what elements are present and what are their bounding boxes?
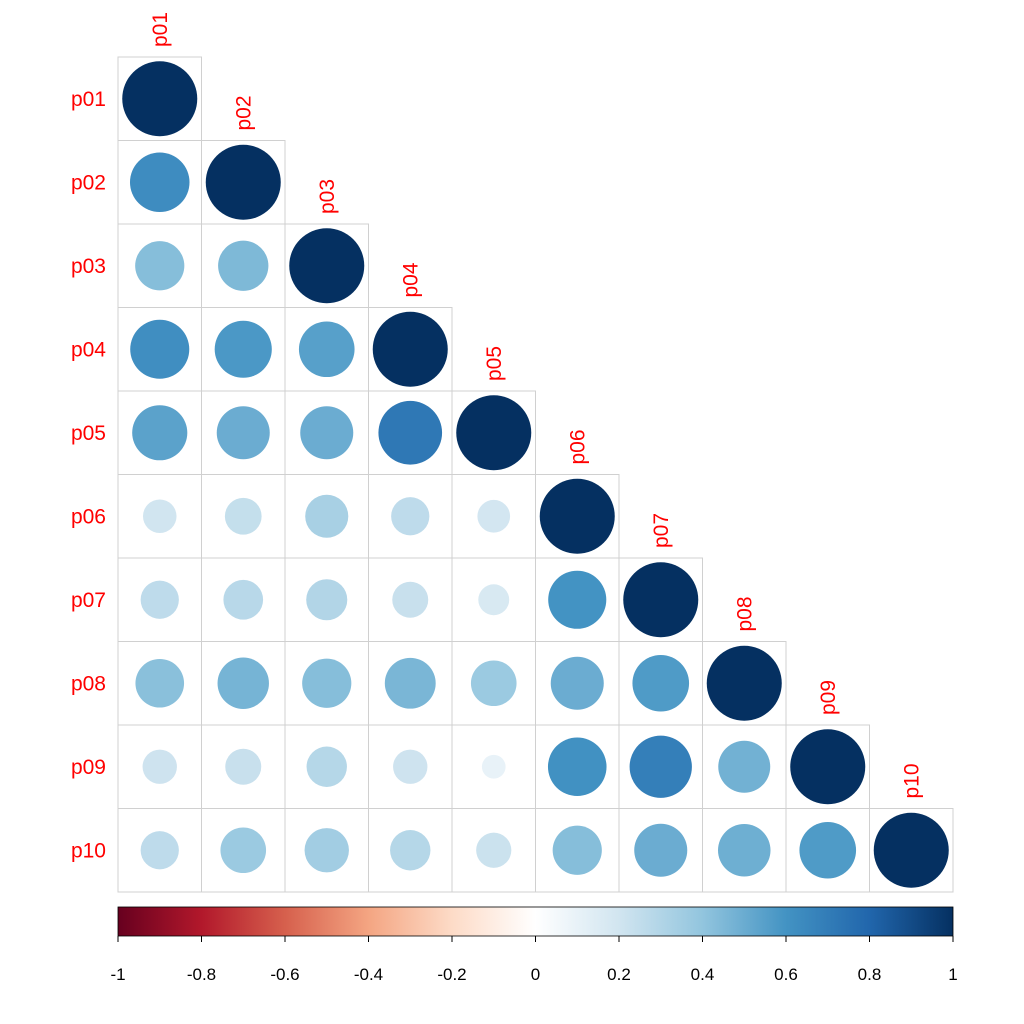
correlation-circle-p09-p09 (790, 729, 866, 805)
correlation-circle-p04-p01 (130, 319, 190, 379)
row-label-p03: p03 (71, 255, 106, 278)
correlation-circle-p09-p04 (393, 749, 428, 784)
correlation-circle-p01-p01 (122, 61, 198, 137)
colorbar: -1 -0.8 -0.6 -0.4 -0.2 0 0.2 0.4 0.6 0.8 1 (110, 906, 958, 984)
row-label-p08: p08 (71, 672, 106, 695)
row-label-p09: p09 (71, 756, 106, 779)
colorbar-tick-label: -0.8 (187, 965, 216, 984)
grid-cell (284, 724, 369, 809)
colorbar-tick-label: 0.4 (691, 965, 715, 984)
colorbar-tick-label: 1 (948, 965, 957, 984)
correlation-circle-p08-p06 (550, 656, 604, 710)
correlation-circle-p06-p01 (142, 499, 177, 534)
correlation-circle-p07-p07 (623, 562, 699, 638)
correlation-circle-p08-p08 (706, 645, 782, 721)
correlation-circle-p09-p05 (481, 754, 506, 779)
column-label-p01: p01 (149, 12, 172, 47)
correlation-circle-p10-p03 (304, 828, 349, 873)
correlation-circle-p02-p01 (129, 152, 190, 213)
correlation-circle-p10-p08 (718, 824, 771, 877)
correlation-circle-p09-p02 (225, 748, 262, 785)
correlation-circle-p03-p01 (135, 241, 185, 291)
row-label-p05: p05 (71, 422, 106, 445)
column-label-p08: p08 (733, 596, 756, 631)
correlation-circle-p07-p04 (392, 581, 429, 618)
correlation-circle-p06-p03 (305, 494, 349, 538)
correlation-circle-p05-p05 (456, 395, 532, 471)
correlation-circle-p05-p04 (378, 400, 443, 465)
correlation-circle-p05-p02 (216, 406, 270, 460)
correlation-circle-p04-p04 (372, 311, 448, 387)
correlation-circle-p10-p06 (552, 825, 602, 875)
correlation-circles (122, 61, 949, 888)
colorbar-tick-label: -1 (110, 965, 125, 984)
column-label-p03: p03 (316, 179, 339, 214)
colorbar-tick-label: -0.4 (354, 965, 383, 984)
correlation-circle-p06-p06 (539, 478, 615, 554)
colorbar-tick-label: -0.2 (437, 965, 466, 984)
correlation-circle-p08-p02 (217, 657, 269, 709)
correlation-circle-p08-p03 (302, 658, 352, 708)
colorbar-gradient (117, 906, 954, 937)
column-label-p10: p10 (900, 763, 923, 798)
row-label-p06: p06 (71, 505, 106, 528)
correlation-circle-p04-p03 (298, 321, 355, 378)
correlation-circle-p04-p02 (214, 320, 272, 378)
correlation-circle-p07-p06 (548, 570, 607, 629)
row-label-p01: p01 (71, 88, 106, 111)
correlation-circle-p02-p02 (205, 144, 281, 220)
correlation-circle-p10-p04 (390, 830, 431, 871)
column-label-p05: p05 (483, 346, 506, 381)
correlation-circle-p05-p03 (300, 406, 354, 460)
correlation-circle-p06-p02 (224, 497, 262, 535)
column-label-p04: p04 (399, 262, 422, 297)
correlation-circle-p08-p07 (632, 654, 690, 712)
colorbar-tick-label: 0.2 (607, 965, 631, 984)
colorbar-tick-label: -0.6 (270, 965, 299, 984)
row-label-p10: p10 (71, 839, 106, 862)
correlation-circle-p10-p01 (140, 831, 179, 870)
correlation-circle-p09-p08 (718, 740, 771, 793)
correlation-circle-p08-p04 (384, 657, 436, 709)
correlation-circle-p10-p09 (799, 821, 857, 879)
correlation-circle-p09-p03 (306, 746, 347, 787)
correlation-circle-p10-p10 (873, 812, 949, 888)
correlation-circle-p10-p02 (220, 827, 267, 874)
grid-cell (117, 557, 202, 642)
column-label-p09: p09 (817, 680, 840, 715)
column-label-p02: p02 (232, 95, 255, 130)
correlation-circle-p05-p01 (132, 405, 188, 461)
correlation-circle-p07-p05 (478, 584, 510, 616)
colorbar-tick-label: 0.8 (858, 965, 882, 984)
row-label-p02: p02 (71, 171, 106, 194)
correlation-circle-p07-p02 (223, 579, 264, 620)
correlation-circle-p10-p07 (634, 823, 688, 877)
column-labels: p01 p02 p03 p04 p05 p06 p07 p08 p09 p10 (149, 12, 924, 799)
correlation-circle-p07-p01 (140, 580, 179, 619)
correlation-circle-p09-p01 (142, 749, 177, 784)
colorbar-tick-label: 0.6 (774, 965, 798, 984)
correlation-circle-p08-p01 (135, 658, 185, 708)
row-label-p04: p04 (71, 338, 106, 361)
column-label-p07: p07 (650, 513, 673, 548)
correlation-circle-p10-p05 (476, 832, 512, 868)
correlation-circle-p03-p03 (289, 228, 365, 304)
colorbar-tick-label: 0 (531, 965, 540, 984)
column-label-p06: p06 (566, 429, 589, 464)
correlation-circle-p07-p03 (306, 579, 348, 621)
correlation-circle-p06-p04 (391, 497, 430, 536)
correlation-circle-p08-p05 (470, 660, 517, 707)
correlation-circle-p09-p06 (547, 737, 607, 797)
colorbar-ticks: -1 -0.8 -0.6 -0.4 -0.2 0 0.2 0.4 0.6 0.8 1 (110, 936, 958, 984)
correlation-circle-p03-p02 (218, 240, 269, 291)
row-labels: p01 p02 p03 p04 p05 p06 p07 p08 p09 p10 (71, 88, 106, 863)
row-label-p07: p07 (71, 589, 106, 612)
correlation-circle-p06-p05 (477, 499, 511, 533)
correlation-circle-p09-p07 (629, 735, 692, 798)
